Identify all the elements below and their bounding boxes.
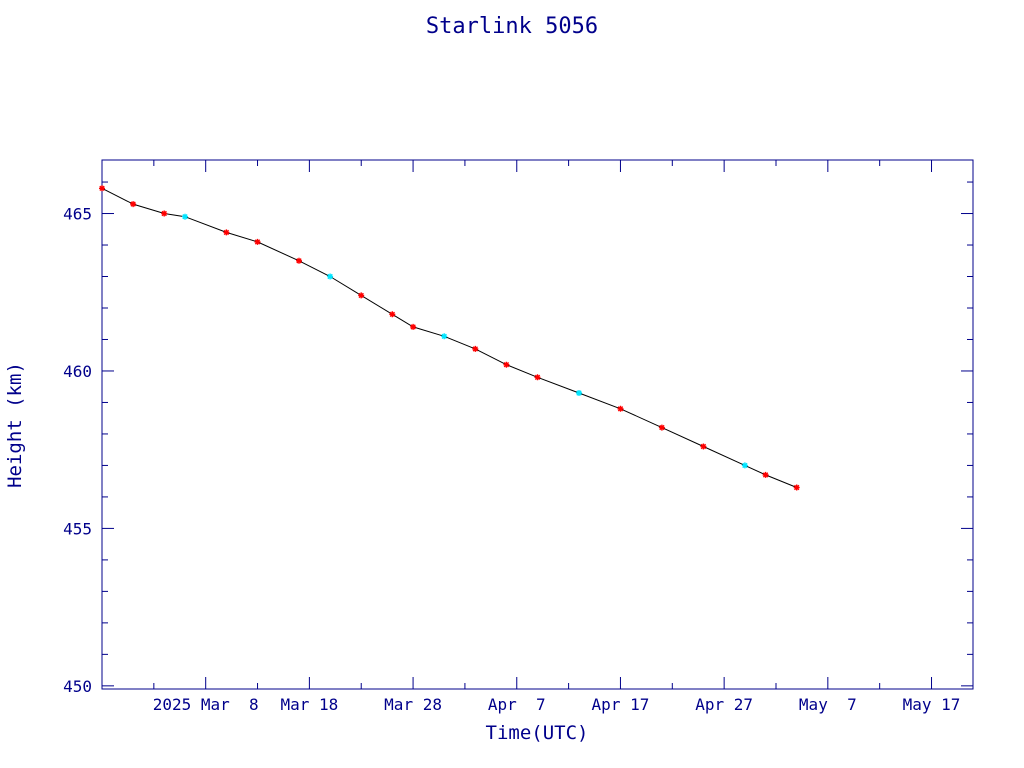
data-point [161,210,168,217]
data-point [254,238,261,245]
data-point [358,292,365,299]
data-point [700,443,707,450]
x-tick-label: Apr 27 [695,695,753,714]
series-layer [99,185,800,491]
series-line [101,187,797,488]
data-point [130,201,137,208]
y-tick-label: 460 [63,362,92,381]
data-point [296,257,302,264]
data-point [658,424,665,431]
x-tick-label: Apr 17 [592,695,650,714]
data-point [441,333,448,340]
data-point [472,345,479,352]
data-point [503,361,510,368]
data-point [99,185,105,192]
y-axis-label: Height (km) [4,362,26,488]
plot-frame [101,159,974,690]
ticks-layer: 2025 Mar 8 Mar 18 Mar 28 Apr 7 Apr 17 Apr 27 M… [63,160,973,714]
data-point [223,229,230,236]
chart-title: Starlink 5056 [425,14,599,39]
data-point [762,471,769,478]
y-tick-label: 450 [63,677,92,696]
data-point [327,273,334,280]
x-tick-label: Mar 28 [384,695,442,714]
x-axis-label: Time(UTC) [486,722,589,744]
x-tick-label: 2025 Mar 8 [153,695,259,714]
data-point [617,405,624,412]
data-point [389,311,396,318]
data-point [410,323,417,330]
data-point [534,374,541,381]
x-tick-label: May 7 [799,695,857,714]
data-point [741,462,748,469]
data-point [576,390,582,396]
x-tick-label: May 17 [903,695,961,714]
data-point [793,484,800,491]
x-tick-label: Apr 7 [488,695,546,714]
data-point [182,213,188,220]
x-tick-label: Mar 18 [280,695,338,714]
y-tick-label: 455 [63,519,92,538]
y-tick-label: 465 [63,205,92,224]
